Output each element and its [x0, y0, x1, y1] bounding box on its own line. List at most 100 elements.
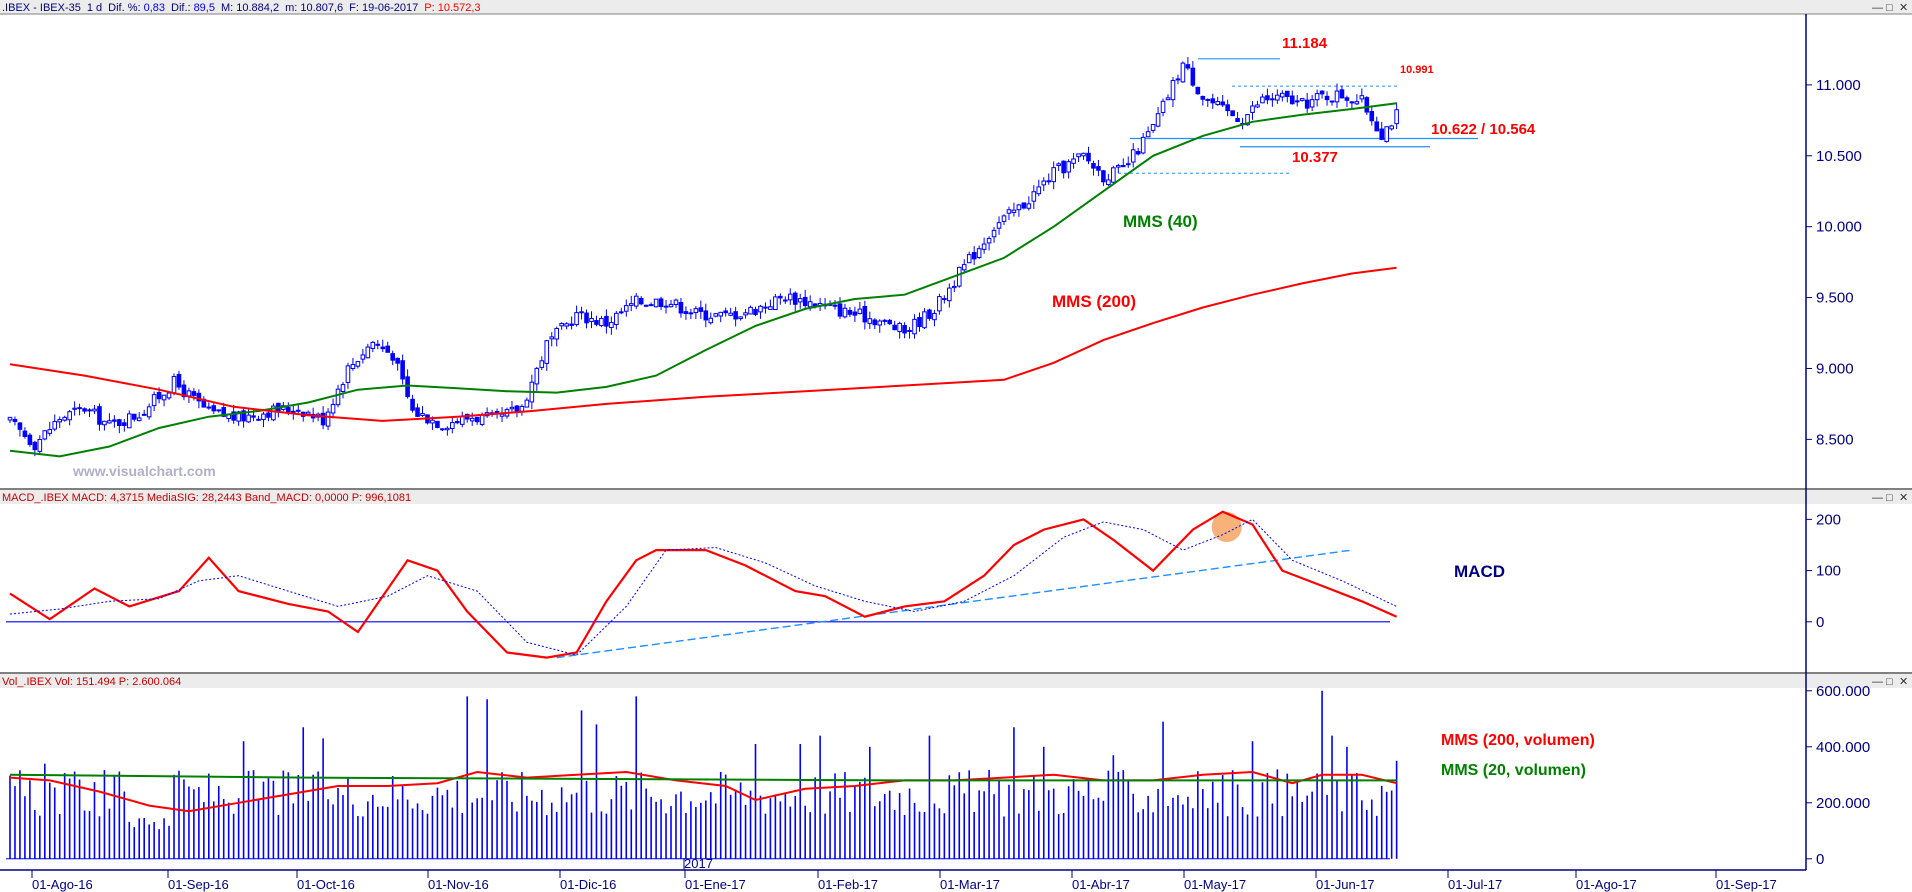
price-candle — [440, 428, 445, 431]
volume-tick-label: 600.000 — [1816, 683, 1870, 700]
price-candle — [619, 311, 624, 314]
price-candle — [509, 406, 515, 410]
price-candle — [678, 301, 684, 314]
close-icon[interactable]: ✕ — [1899, 2, 1908, 14]
header-change-pct-value: 0,83 — [144, 2, 165, 14]
price-candle — [539, 360, 545, 368]
x-tick-label: 01-Mar-17 — [940, 877, 1000, 892]
price-candle — [1120, 164, 1126, 168]
minimize-icon[interactable]: — — [1872, 676, 1883, 688]
x-tick-label: 01-Ago-16 — [32, 877, 93, 892]
label-macd: MACD — [1454, 562, 1505, 581]
price-candle — [1091, 163, 1096, 169]
price-candle — [271, 405, 276, 421]
macd-y-ticks: 0 100 200 — [1806, 511, 1841, 631]
price-candle — [991, 229, 997, 238]
price-candle — [1056, 163, 1061, 166]
price-candle — [1086, 152, 1091, 162]
price-candle — [797, 298, 803, 303]
price-candle — [17, 422, 23, 430]
volume-bars — [6, 690, 1398, 860]
price-candle — [122, 422, 127, 426]
maximize-icon[interactable]: □ — [1886, 2, 1893, 14]
price-candle — [415, 407, 420, 417]
price-candle — [872, 319, 878, 326]
price-candle — [1001, 215, 1007, 222]
price-candle — [1016, 204, 1022, 211]
header-change-label: Dif.: — [171, 2, 191, 14]
price-candle — [633, 295, 639, 307]
price-candle — [136, 417, 142, 422]
x-year-label: 2017 — [684, 856, 713, 871]
panel-frames — [0, 0, 1912, 871]
volume-ma-20-line — [9, 773, 1397, 782]
price-tick-label: 8.500 — [1816, 431, 1854, 448]
price-candle — [842, 307, 848, 318]
price-candle — [981, 243, 987, 250]
price-candle — [902, 325, 907, 334]
minimize-icon[interactable]: — — [1872, 492, 1883, 504]
maximize-icon[interactable]: □ — [1886, 492, 1893, 504]
price-candle — [897, 322, 902, 333]
price-candle — [673, 299, 679, 306]
price-candle — [559, 323, 564, 327]
x-tick-label: 01-Ene-17 — [685, 877, 746, 892]
price-candle — [1339, 89, 1345, 99]
header-change-value: 89,5 — [194, 2, 215, 14]
price-candle — [703, 310, 709, 321]
price-candle — [584, 312, 589, 324]
ma-40-line — [9, 102, 1397, 458]
price-candle — [479, 414, 485, 425]
price-candle — [877, 320, 883, 326]
price-candle — [753, 308, 758, 315]
price-candle — [7, 416, 13, 421]
header-last: P: 10.572,3 — [424, 2, 480, 14]
price-candle — [97, 406, 102, 425]
price-candle — [599, 318, 604, 327]
price-candle — [1384, 126, 1389, 142]
price-candle — [1205, 98, 1211, 101]
price-candle — [445, 427, 450, 431]
price-candle — [1150, 124, 1156, 131]
price-candle — [773, 296, 778, 311]
price-candle — [435, 420, 440, 429]
price-header: .IBEX - IBEX-35 1 d Dif. %: 0,83 Dif.: 89,5 M:… — [2, 2, 481, 14]
price-candle — [862, 305, 868, 323]
price-candle — [932, 312, 937, 321]
macd-signal-line — [9, 518, 1397, 656]
maximize-icon[interactable]: □ — [1886, 676, 1893, 688]
annotation-10622-10564: 10.622 / 10.564 — [1431, 121, 1536, 138]
price-candle — [1036, 186, 1042, 195]
price-candle — [1349, 101, 1355, 104]
price-candle — [519, 405, 525, 412]
price-candle — [1031, 191, 1037, 202]
price-candle — [385, 345, 391, 353]
price-candle — [236, 411, 241, 422]
price-candle — [231, 411, 236, 421]
price-candle — [166, 392, 172, 399]
price-candle — [1061, 160, 1066, 174]
price-candle — [768, 306, 773, 310]
price-candle — [469, 417, 475, 422]
price-candle — [12, 418, 18, 422]
price-window-controls: — □ ✕ — [1872, 2, 1908, 14]
price-candle — [1255, 104, 1260, 108]
minimize-icon[interactable]: — — [1872, 2, 1883, 14]
price-candle — [763, 306, 768, 309]
price-candle — [1106, 179, 1111, 186]
close-icon[interactable]: ✕ — [1899, 676, 1908, 688]
price-candle — [320, 412, 326, 426]
price-candle — [77, 407, 82, 410]
price-tick-label: 9.000 — [1816, 360, 1854, 377]
price-candle — [1394, 109, 1399, 125]
price-candle — [1364, 97, 1370, 113]
price-candle — [206, 406, 212, 409]
close-icon[interactable]: ✕ — [1899, 492, 1908, 504]
x-tick-label: 01-Sep-17 — [1716, 877, 1777, 892]
price-candle — [728, 312, 733, 316]
macd-tick-label: 200 — [1816, 511, 1841, 528]
price-candle — [623, 305, 629, 312]
price-candle — [589, 317, 594, 323]
label-mms-200-volumen: MMS (200, volumen) — [1441, 732, 1595, 749]
